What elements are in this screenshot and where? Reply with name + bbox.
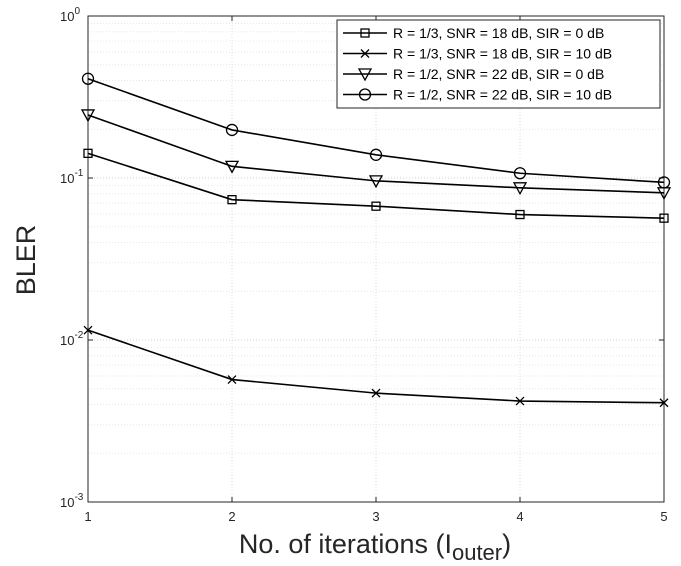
x-tick-label: 5	[660, 509, 667, 524]
series-group	[80, 72, 672, 408]
legend-marker	[358, 88, 372, 101]
data-point	[369, 148, 383, 161]
data-point	[227, 375, 237, 385]
legend-label: R = 1/3, SNR = 18 dB, SIR = 0 dB	[393, 25, 604, 41]
legend-marker	[357, 68, 373, 82]
legend-item: R = 1/3, SNR = 18 dB, SIR = 10 dB	[343, 46, 612, 62]
y-tick-label: 10-2	[60, 330, 84, 348]
legend-item: R = 1/2, SNR = 22 dB, SIR = 0 dB	[343, 66, 604, 82]
x-axis-label: No. of iterations (Iouter)	[239, 529, 511, 565]
y-tick-label: 10-1	[60, 168, 84, 186]
data-point	[659, 398, 669, 408]
legend-marker	[360, 49, 370, 58]
data-point	[371, 201, 381, 211]
data-point	[515, 209, 525, 220]
x-tick-label: 3	[372, 509, 379, 524]
legend: R = 1/3, SNR = 18 dB, SIR = 0 dB R = 1/3,…	[336, 19, 661, 109]
data-point	[81, 72, 95, 85]
series-line	[87, 114, 665, 194]
x-axis-label-main: No. of iterations (I	[239, 529, 452, 559]
data-point	[512, 182, 528, 196]
x-axis-label-subscript: outer	[452, 540, 502, 565]
series-line	[87, 77, 665, 184]
y-axis-label: BLER	[11, 225, 41, 296]
data-point	[83, 325, 93, 335]
legend-item: R = 1/3, SNR = 18 dB, SIR = 0 dB	[343, 25, 604, 41]
y-tick-label: 100	[60, 6, 80, 24]
data-point	[83, 148, 93, 158]
series-4	[81, 72, 671, 189]
axis-ticks: 1 2 3 4 5 100 10-1 10-2 10-3	[60, 6, 668, 524]
x-tick-label: 2	[228, 509, 235, 524]
data-point	[659, 213, 669, 223]
data-point	[513, 167, 527, 180]
series-1	[83, 148, 669, 223]
series-line	[87, 152, 665, 219]
legend-item: R = 1/2, SNR = 22 dB, SIR = 10 dB	[343, 87, 612, 103]
data-point	[368, 175, 384, 189]
data-point	[224, 160, 240, 174]
x-tick-label: 1	[84, 509, 91, 524]
x-axis-label-tail: )	[502, 529, 511, 559]
data-point	[80, 109, 96, 123]
data-point	[227, 195, 237, 205]
y-tick-label: 10-3	[60, 492, 84, 510]
legend-label: R = 1/2, SNR = 22 dB, SIR = 0 dB	[393, 66, 604, 82]
series-2	[83, 325, 669, 408]
x-tick-label: 4	[516, 509, 523, 524]
data-point	[515, 396, 525, 406]
legend-box	[336, 19, 661, 109]
data-point	[225, 123, 239, 137]
legend-label: R = 1/2, SNR = 22 dB, SIR = 10 dB	[393, 87, 612, 103]
legend-marker	[360, 28, 370, 38]
legend-label: R = 1/3, SNR = 18 dB, SIR = 10 dB	[393, 46, 612, 62]
data-point	[371, 388, 381, 398]
data-point	[657, 176, 671, 189]
